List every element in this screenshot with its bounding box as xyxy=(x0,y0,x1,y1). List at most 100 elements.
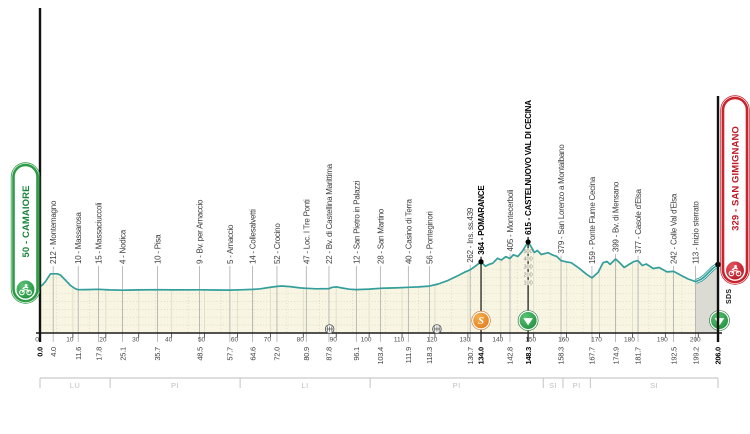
km-label: 158.3 xyxy=(557,347,566,365)
waypoint-label: 47 - Loc. I Tre Ponti xyxy=(302,199,311,264)
cyclist-wheel xyxy=(728,270,735,277)
axis-tick-label: 120 xyxy=(427,337,438,344)
feed-zone-icon xyxy=(709,310,730,331)
axis-tick-label: 160 xyxy=(558,337,569,344)
cyclist-wheel xyxy=(735,270,742,277)
cyclist-head xyxy=(734,265,737,268)
axis-tick-label: 170 xyxy=(591,337,602,344)
climb-scale-label: 100 xyxy=(524,280,533,286)
km-label-finish: 206.0 xyxy=(714,347,723,365)
axis-tick-label: 10 xyxy=(66,337,74,344)
km-label: 167.7 xyxy=(588,347,597,365)
km-label: 118.3 xyxy=(425,347,434,364)
start-banner-outer-ring xyxy=(10,162,41,304)
km-label: 48.5 xyxy=(195,347,204,361)
summit-dot xyxy=(525,239,531,245)
waypoint-label: 379 - San Lorenzo a Montalbano xyxy=(557,144,566,254)
axis-tick-label: 140 xyxy=(492,337,503,344)
summit-dot xyxy=(478,259,484,265)
cyclist-head xyxy=(24,284,28,287)
sprint-ring xyxy=(471,310,491,331)
axis-tick-label: 100 xyxy=(361,337,372,344)
sprint-icon: S xyxy=(471,310,491,331)
waypoint-label: 28 - San Martino xyxy=(376,208,385,264)
level-crossing-bars xyxy=(433,326,441,332)
waypoint-label: 14 - Collesalvetti xyxy=(249,209,258,264)
waypoint-label: 4 - Nodica xyxy=(119,229,128,264)
cyclist-wheel xyxy=(26,289,32,296)
finish-banner-outer-ring xyxy=(720,95,750,285)
cyclist-body xyxy=(731,267,739,271)
km-label: 111.9 xyxy=(404,347,413,363)
waypoint-label: 15 - Massaciuccoli xyxy=(95,202,104,264)
start-banner-label: 50 - CAMAIORE xyxy=(21,185,32,257)
axis-tick-label: 90 xyxy=(330,337,338,344)
climb-scale-label: 500 xyxy=(524,249,533,255)
axis-tick-label: 60 xyxy=(231,337,239,344)
cyclist-wheel xyxy=(19,289,25,296)
waypoint-label: 5 - Arnaccio xyxy=(226,224,235,264)
km-label: 4.0 xyxy=(49,347,58,357)
cyclist-frame xyxy=(21,289,30,293)
waypoint-label: 364 - POMARANCE xyxy=(477,185,486,255)
km-label: 130.7 xyxy=(466,347,475,365)
province-label: SI xyxy=(549,381,557,390)
province-label: LU xyxy=(70,381,81,390)
km-label: 11.6 xyxy=(74,347,83,360)
province-label: PI xyxy=(573,381,581,390)
feed-zone-ring xyxy=(709,310,730,331)
km-label: 35.7 xyxy=(153,347,162,361)
province-label: SI xyxy=(650,381,658,390)
km-label: 64.6 xyxy=(248,347,257,361)
waypoint-label: 40 - Casino di Terra xyxy=(404,199,413,264)
sprint-glyph: S xyxy=(478,316,484,327)
waypoint-label: 10 - Pisa xyxy=(153,234,162,264)
axis-tick-label: 130 xyxy=(459,337,470,344)
axis-tick-label: 80 xyxy=(297,337,305,344)
waypoint-label: 262 - Ins. ss.439 xyxy=(466,207,475,263)
cyclist-icon xyxy=(19,284,32,296)
km-label: 199.2 xyxy=(691,347,700,365)
km-label: 57.7 xyxy=(226,347,235,361)
elevation-area xyxy=(40,241,718,333)
axis-tick-label: 20 xyxy=(99,337,107,344)
province-label: PI xyxy=(453,381,461,390)
km-label: 96.1 xyxy=(352,347,361,361)
finish-banner-label: 329 - SAN GIMIGNANO xyxy=(730,126,741,231)
sprint-circle xyxy=(472,311,491,330)
cyclist-body xyxy=(22,286,29,290)
km-label: 17.8 xyxy=(94,347,103,361)
waypoint-label: 399 - Bv. di Mensano xyxy=(612,181,621,252)
level-crossing-icon xyxy=(432,324,442,334)
km-label: 80.9 xyxy=(302,347,311,361)
axis-tick-label: 70 xyxy=(264,337,272,344)
axis-tick-label: 40 xyxy=(165,337,173,344)
km-label: 148.3 xyxy=(524,347,533,365)
axis-tick-label: 150 xyxy=(525,337,536,344)
waypoint-label: 56 - Ponteginori xyxy=(425,211,434,264)
waypoint-label: 9 - Bv. per Arnaccio xyxy=(196,199,205,264)
km-label: 72.0 xyxy=(273,347,282,361)
waypoint-label: 113 - Inizio sterrato xyxy=(692,201,701,264)
km-label: 25.1 xyxy=(118,347,127,361)
waypoint-label: 405 - Montecerboli xyxy=(506,189,515,251)
axis-tick-label: 190 xyxy=(657,337,668,344)
climb-scale-label: 400 xyxy=(524,257,533,263)
level-crossing-icon xyxy=(324,324,335,334)
km-label: 103.4 xyxy=(376,347,385,365)
cyclist-icon xyxy=(728,265,742,277)
feed-zone-triangle-icon xyxy=(523,318,533,326)
km-label: 142.8 xyxy=(506,347,515,365)
waypoint-label: 159 - Ponte Fiume Cecina xyxy=(588,176,597,264)
waypoint-label: 22 - Bv. di Castellina Marittima xyxy=(325,163,334,264)
finish-banner-capsule xyxy=(721,96,749,284)
feed-zone-ring xyxy=(517,310,539,331)
feed-zone-icon xyxy=(517,310,539,331)
axis-tick-label: 200 xyxy=(690,337,701,344)
province-label: PI xyxy=(171,381,179,390)
elevation-profile-line xyxy=(39,241,719,292)
waypoint-label: 212 - Montemagno xyxy=(49,200,58,264)
km-label: 87.8 xyxy=(325,347,334,361)
